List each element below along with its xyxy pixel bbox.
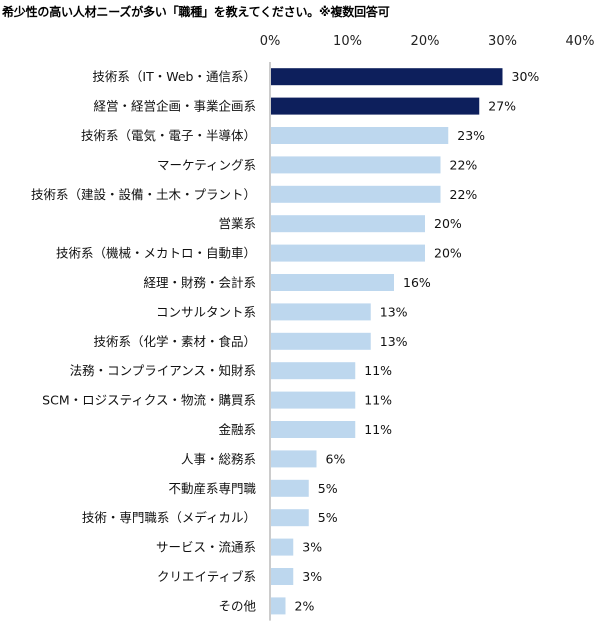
category-label: 人事・総務系 bbox=[181, 451, 256, 466]
bar bbox=[271, 244, 425, 262]
category-label: クリエイティブ系 bbox=[157, 569, 256, 584]
x-axis-ticks: 0% 10% 20% 30% 40% bbox=[260, 34, 595, 49]
category-label: 技術系（機械・メカトロ・自動車） bbox=[56, 246, 256, 261]
value-label: 20% bbox=[434, 246, 462, 261]
value-labels: 30%27%23%22%22%20%20%16%13%13%11%11%11%6… bbox=[295, 69, 540, 613]
x-tick-label: 0% bbox=[260, 34, 281, 49]
category-label: 技術系（電気・電子・半導体） bbox=[81, 128, 256, 143]
category-label: 経営・経営企画・事業企画系 bbox=[93, 99, 256, 114]
category-label: マーケティング系 bbox=[157, 157, 256, 172]
category-label: 技術系（建設・設備・土木・プラント） bbox=[31, 187, 256, 202]
bar bbox=[271, 479, 309, 497]
value-label: 22% bbox=[450, 187, 478, 202]
value-label: 6% bbox=[326, 451, 346, 466]
value-label: 5% bbox=[318, 481, 338, 496]
bar bbox=[271, 215, 425, 233]
value-label: 3% bbox=[302, 540, 322, 555]
bar bbox=[271, 362, 356, 380]
chart-title: 希少性の高い人材ニーズが多い「職種」を教えてください。※複数回答可 bbox=[2, 5, 390, 19]
bar bbox=[271, 68, 503, 86]
value-label: 11% bbox=[364, 422, 392, 437]
bars bbox=[271, 68, 503, 615]
value-label: 11% bbox=[364, 363, 392, 378]
category-label: 営業系 bbox=[218, 216, 256, 231]
category-label: サービス・流通系 bbox=[156, 540, 256, 555]
category-labels: 技術系（IT・Web・通信系） 経営・経営企画・事業企画系技術系（電気・電子・半導… bbox=[31, 69, 257, 613]
category-label: 技術系（IT・Web・通信系） bbox=[92, 69, 256, 84]
x-tick-label: 30% bbox=[488, 34, 517, 49]
value-label: 13% bbox=[380, 304, 408, 319]
value-label: 13% bbox=[380, 334, 408, 349]
bar bbox=[271, 509, 309, 527]
value-label: 16% bbox=[403, 275, 431, 290]
x-tick-label: 10% bbox=[333, 34, 362, 49]
bar bbox=[271, 597, 286, 615]
bar bbox=[271, 538, 294, 556]
category-label: コンサルタント系 bbox=[156, 304, 256, 319]
bar bbox=[271, 97, 480, 115]
value-label: 20% bbox=[434, 216, 462, 231]
value-label: 3% bbox=[302, 569, 322, 584]
category-label: 技術・専門職系（メディカル） bbox=[82, 510, 256, 525]
bar bbox=[271, 156, 441, 174]
category-label: その他 bbox=[218, 598, 256, 613]
bar bbox=[271, 274, 394, 291]
category-label: 経理・財務・会計系 bbox=[143, 275, 256, 290]
value-label: 2% bbox=[295, 598, 315, 613]
bar bbox=[271, 391, 356, 409]
value-label: 30% bbox=[512, 69, 540, 84]
bar bbox=[271, 450, 317, 468]
bar bbox=[271, 185, 441, 203]
value-label: 27% bbox=[488, 99, 516, 114]
value-label: 5% bbox=[318, 510, 338, 525]
bar bbox=[271, 127, 449, 144]
value-label: 23% bbox=[457, 128, 485, 143]
category-label: 法務・コンプライアンス・知財系 bbox=[70, 363, 256, 378]
value-label: 22% bbox=[450, 157, 478, 172]
category-label: SCM・ロジスティクス・物流・購買系 bbox=[42, 393, 256, 408]
category-label: 不動産系専門職 bbox=[168, 481, 256, 496]
bar bbox=[271, 568, 294, 585]
x-tick-label: 40% bbox=[566, 34, 595, 49]
bar bbox=[271, 332, 371, 350]
value-label: 11% bbox=[364, 393, 392, 408]
category-label: 金融系 bbox=[218, 422, 256, 437]
bar bbox=[271, 303, 371, 321]
category-label: 技術系（化学・素材・食品） bbox=[93, 334, 256, 349]
bar bbox=[271, 421, 356, 438]
x-tick-label: 20% bbox=[411, 34, 440, 49]
